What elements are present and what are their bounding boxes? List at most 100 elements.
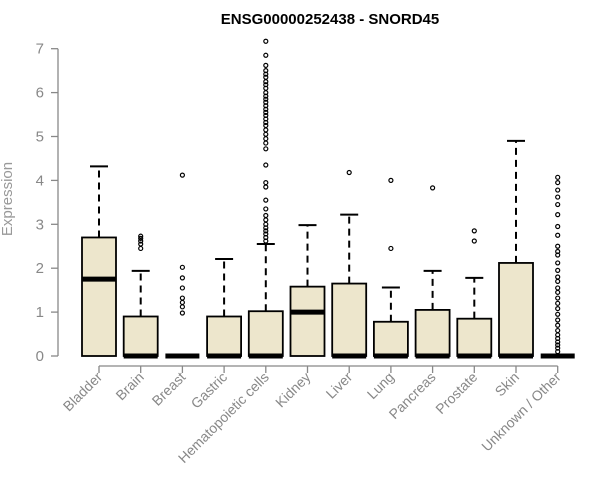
outlier-point — [138, 235, 144, 241]
box-breast — [165, 172, 200, 359]
outlier-point — [179, 310, 185, 316]
x-tick-label: Breast — [149, 369, 189, 409]
outlier-point — [555, 349, 561, 355]
box-kidney — [289, 224, 326, 357]
box-bladder — [81, 165, 117, 357]
outlier-point — [555, 295, 561, 301]
box-hematopoietic-cells — [247, 38, 284, 359]
outlier-point — [263, 146, 269, 152]
y-tick-label: 4 — [36, 172, 44, 189]
y-tick-label: 0 — [36, 348, 44, 365]
outlier-point — [555, 187, 561, 193]
x-tick-label: Bladder — [60, 369, 106, 415]
outlier-point — [263, 140, 269, 146]
plot-area — [81, 38, 575, 359]
outlier-point — [138, 233, 144, 239]
outlier-point — [555, 194, 561, 200]
outlier-point — [263, 52, 269, 58]
box-lung — [372, 177, 409, 359]
outlier-point — [263, 85, 269, 91]
x-tick-label: Skin — [492, 369, 523, 400]
outlier-point — [263, 206, 269, 212]
outlier-point — [263, 197, 269, 203]
outlier-point — [555, 278, 561, 284]
outlier-point — [263, 225, 269, 231]
outlier-point — [179, 285, 185, 291]
box-liver — [331, 169, 368, 359]
box-gastric — [206, 257, 243, 359]
box-body — [206, 315, 243, 357]
outlier-point — [555, 260, 561, 266]
outlier-point — [555, 201, 561, 208]
x-tick-label: Brain — [112, 369, 146, 403]
box-brain — [122, 233, 159, 359]
outlier-point — [263, 79, 269, 85]
x-tick-label: Lung — [364, 369, 397, 402]
outlier-point — [555, 339, 561, 345]
outlier-point — [263, 136, 269, 142]
outlier-point — [263, 38, 269, 44]
outlier-point — [138, 245, 144, 252]
box-body — [456, 317, 493, 357]
box-skin — [498, 139, 534, 359]
outlier-point — [555, 285, 561, 291]
y-tick-label: 2 — [36, 260, 44, 277]
outlier-point — [555, 300, 561, 306]
outlier-point — [179, 304, 185, 310]
outlier-point — [555, 174, 561, 180]
outlier-point — [263, 238, 269, 244]
outlier-point — [555, 342, 561, 348]
outlier-point — [263, 71, 269, 77]
outlier-point — [263, 109, 269, 115]
outlier-point — [263, 162, 269, 168]
outlier-point — [263, 212, 269, 219]
outlier-point — [263, 96, 269, 102]
outlier-point — [555, 322, 561, 328]
outlier-point — [555, 223, 561, 230]
outlier-point — [555, 232, 561, 238]
outlier-point — [263, 119, 269, 126]
y-tick-label: 1 — [36, 304, 44, 321]
outlier-point — [555, 289, 561, 295]
y-axis-label: Expression — [0, 162, 16, 236]
box-body — [372, 320, 409, 357]
outlier-point — [138, 238, 144, 244]
outlier-point — [471, 238, 477, 244]
outlier-point — [388, 245, 394, 252]
outlier-point — [263, 127, 269, 133]
outlier-point — [555, 212, 561, 218]
x-tick-label: Liver — [323, 369, 356, 402]
y-tick-label: 7 — [36, 41, 44, 58]
outlier-point — [263, 93, 269, 99]
outlier-point — [263, 179, 269, 186]
x-tick-label: Prostate — [432, 369, 480, 417]
outlier-point — [471, 228, 477, 234]
outlier-point — [346, 169, 352, 176]
y-tick-label: 6 — [36, 85, 44, 102]
box-prostate — [456, 228, 493, 359]
outlier-point — [555, 274, 561, 280]
chart-title: ENSG00000252438 - SNORD45 — [221, 11, 439, 28]
outlier-point — [555, 179, 561, 186]
x-tick-label: Kidney — [272, 369, 314, 411]
outlier-point — [179, 172, 185, 178]
box-body — [81, 236, 117, 357]
outlier-point — [430, 185, 436, 191]
outlier-point — [388, 177, 394, 183]
box-body — [414, 309, 451, 357]
y-tick-label: 5 — [36, 129, 44, 146]
outlier-point — [555, 305, 561, 312]
box-body — [247, 310, 284, 357]
box-unknown-other — [540, 174, 575, 359]
outlier-point — [263, 122, 269, 129]
y-tick-label: 3 — [36, 216, 44, 233]
box-pancreas — [414, 185, 451, 359]
outlier-point — [263, 217, 269, 223]
outlier-point — [263, 106, 269, 112]
outlier-point — [179, 299, 185, 306]
outlier-point — [555, 252, 561, 258]
outlier-point — [138, 241, 144, 247]
outlier-point — [555, 243, 561, 249]
